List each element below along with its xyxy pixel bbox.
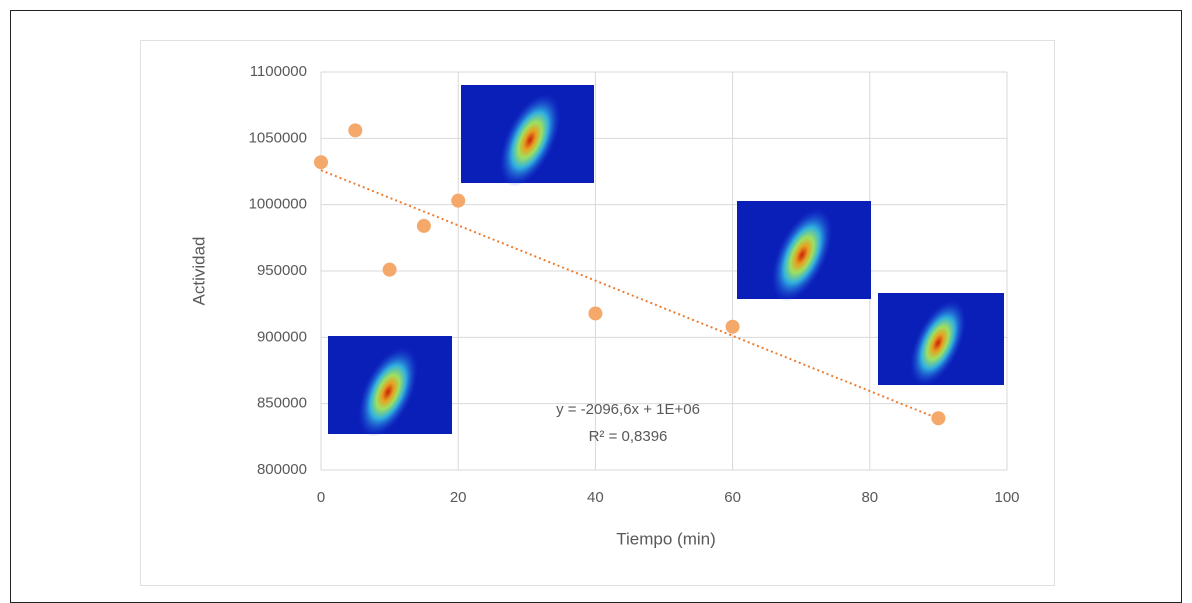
data-point xyxy=(588,306,602,320)
y-tick-label: 1100000 xyxy=(250,63,307,80)
x-tick-label: 0 xyxy=(317,489,325,506)
y-tick-label: 1050000 xyxy=(249,129,307,146)
heatmap-image xyxy=(328,336,452,446)
y-tick-label: 850000 xyxy=(257,395,307,412)
x-tick-label: 60 xyxy=(724,489,741,506)
chart: Tiempo (min) Actividad y = -2096,6x + 1E… xyxy=(0,0,1192,603)
y-tick-label: 900000 xyxy=(257,328,307,345)
x-tick-label: 80 xyxy=(861,489,878,506)
x-tick-label: 20 xyxy=(450,489,467,506)
y-tick-label: 1000000 xyxy=(249,196,307,213)
data-point xyxy=(451,194,465,208)
y-axis-title: Actividad xyxy=(189,237,208,306)
data-point xyxy=(383,263,397,277)
trendline-r2: R² = 0,8396 xyxy=(589,428,668,445)
y-tick-label: 950000 xyxy=(257,262,307,279)
heatmap-image xyxy=(461,85,594,196)
data-point xyxy=(348,123,362,137)
trendline-equation: y = -2096,6x + 1E+06 xyxy=(556,401,700,418)
data-point xyxy=(931,411,945,425)
data-point xyxy=(417,219,431,233)
data-point xyxy=(726,320,740,334)
data-point xyxy=(314,155,328,169)
heatmap-image xyxy=(737,200,871,311)
x-axis-title: Tiempo (min) xyxy=(616,529,716,548)
heatmap-image xyxy=(878,292,1004,394)
x-tick-label: 40 xyxy=(587,489,604,506)
y-tick-label: 800000 xyxy=(257,461,307,478)
x-tick-label: 100 xyxy=(994,489,1019,506)
